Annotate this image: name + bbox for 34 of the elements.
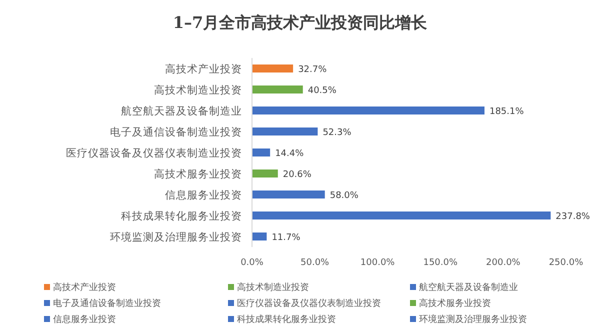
legend-label: 科技成果转化服务业投资 [237,314,336,325]
legend-label: 信息服务业投资 [53,314,116,325]
legend-label: 医疗仪器设备及仪器仪表制造业投资 [237,298,381,309]
legend-label: 环境监测及治理服务业投资 [419,314,527,325]
y-tick-label: 科技成果转化服务业投资 [121,210,242,222]
chart-title: 1–7月全市高技术产业投资同比增长 [172,13,428,32]
x-tick-label: 200.0% [486,258,521,268]
data-label: 14.4% [275,149,304,159]
y-tick-label: 高技术服务业投资 [154,168,242,180]
legend-label: 高技术服务业投资 [419,298,491,309]
y-tick-label: 医疗仪器设备及仪器仪表制造业投资 [66,146,242,160]
y-tick-label: 信息服务业投资 [165,188,242,202]
data-label: 32.7% [298,65,328,75]
legend-label: 航空航天器及设备制造业 [419,282,518,293]
y-tick-label: 电子及通信设备制造业投资 [110,126,242,138]
data-label: 52.3% [322,128,352,138]
y-tick-label: 高技术产业投资 [165,62,242,76]
data-label: 58.0% [330,191,359,201]
x-tick-label: 250.0% [548,258,584,268]
data-label: 185.1% [489,107,524,117]
data-label: 11.7% [272,233,301,243]
x-tick-label: 0.0% [240,258,264,268]
data-label: 20.6% [282,170,312,180]
x-tick-label: 50.0% [300,258,330,268]
legend-label: 电子及通信设备制造业投资 [53,298,161,309]
x-tick-label: 100.0% [360,258,396,268]
legend-label: 高技术产业投资 [53,282,116,293]
y-tick-label: 航空航天器及设备制造业 [121,104,242,118]
data-label: 40.5% [308,86,337,96]
x-tick-label: 150.0% [423,258,458,268]
y-tick-label: 高技术制造业投资 [154,84,242,96]
y-tick-label: 环境监测及治理服务业投资 [110,230,242,244]
legend-label: 高技术制造业投资 [237,282,309,293]
data-label: 237.8% [556,212,590,222]
